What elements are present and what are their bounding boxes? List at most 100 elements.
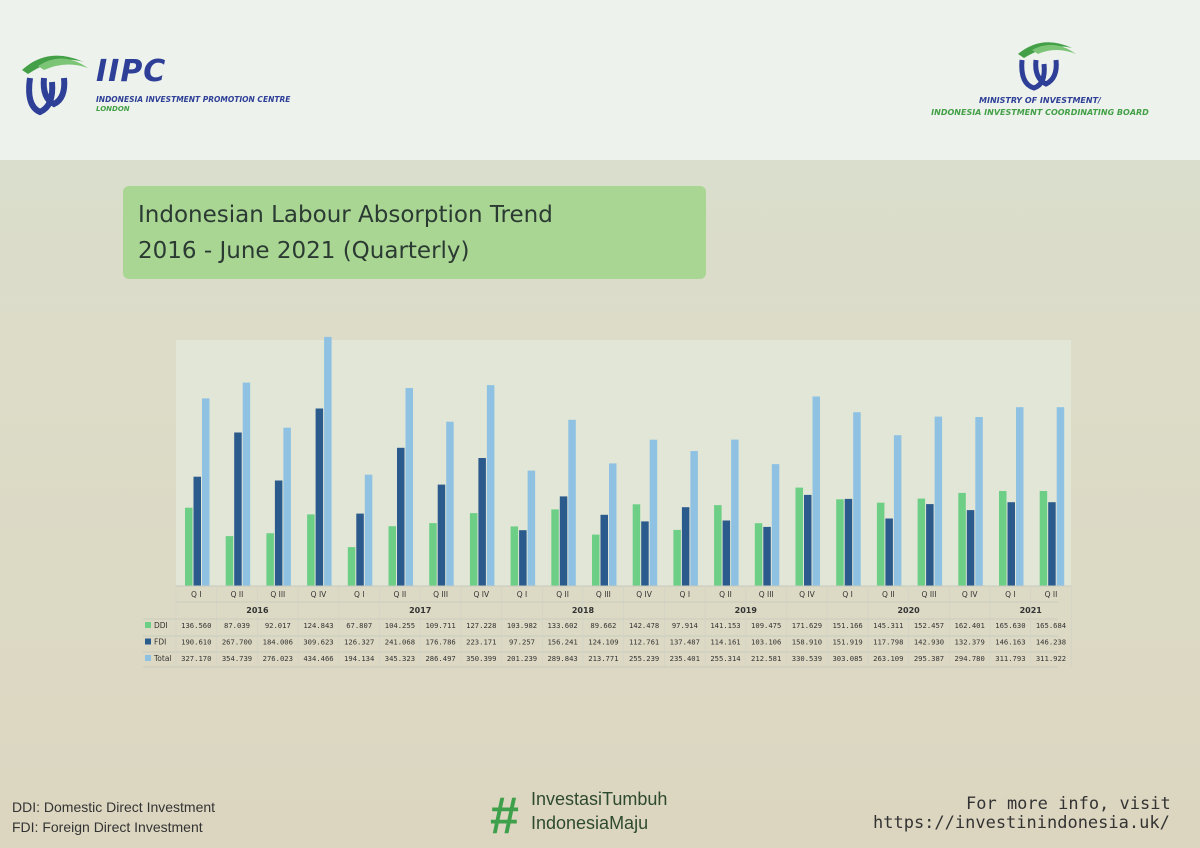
- data-label-ddi-0: 136.560: [181, 621, 211, 630]
- hashtag-line2: IndonesiaMaju: [531, 813, 649, 833]
- bar-ddi-2: [266, 533, 274, 586]
- data-label-fdi-3: 309.623: [303, 638, 333, 647]
- year-label-2021: 2021: [1020, 606, 1043, 615]
- year-label-2018: 2018: [572, 606, 595, 615]
- data-label-total-21: 311.922: [1036, 654, 1066, 663]
- x-tick-label-17: Q II: [882, 590, 895, 599]
- bar-ddi-17: [876, 502, 885, 586]
- bar-fdi-18: [926, 504, 934, 586]
- bar-fdi-13: [722, 520, 731, 586]
- bar-fdi-4: [356, 513, 364, 586]
- more-info-url[interactable]: https://investinindonesia.uk/: [873, 813, 1170, 833]
- bar-ddi-12: [673, 529, 681, 586]
- bar-total-6: [446, 421, 454, 586]
- data-label-fdi-10: 124.109: [588, 638, 618, 647]
- bar-total-12: [690, 451, 698, 586]
- data-label-total-8: 201.239: [507, 654, 537, 663]
- legend-label-fdi: FDI: [154, 638, 166, 647]
- data-label-total-2: 276.023: [263, 654, 293, 663]
- x-tick-label-9: Q II: [556, 590, 569, 599]
- year-label-2020: 2020: [897, 606, 920, 615]
- bar-total-2: [283, 427, 291, 586]
- data-label-total-0: 327.170: [181, 654, 211, 663]
- x-tick-label-14: Q III: [759, 590, 774, 599]
- x-tick-label-20: Q I: [1005, 590, 1016, 599]
- bar-total-18: [934, 416, 943, 586]
- bar-fdi-19: [966, 510, 975, 586]
- footnote-ddi: DDI: Domestic Direct Investment: [12, 799, 216, 815]
- bar-ddi-16: [836, 499, 844, 586]
- x-tick-label-7: Q IV: [473, 590, 489, 599]
- iipc-location: LONDON: [96, 105, 130, 113]
- ministry-name: MINISTRY OF INVESTMENT/: [979, 96, 1101, 105]
- data-label-ddi-16: 151.166: [832, 621, 862, 630]
- bar-fdi-16: [844, 498, 853, 586]
- bar-total-17: [893, 435, 902, 586]
- data-label-ddi-14: 109.475: [751, 621, 781, 630]
- bar-ddi-3: [307, 514, 315, 586]
- bar-fdi-10: [600, 514, 608, 586]
- bar-total-7: [486, 385, 495, 586]
- bar-fdi-20: [1007, 502, 1015, 586]
- data-label-ddi-17: 145.311: [873, 621, 903, 630]
- data-label-fdi-0: 190.610: [181, 638, 211, 647]
- data-label-ddi-13: 141.153: [710, 621, 740, 630]
- data-label-total-20: 311.793: [995, 654, 1025, 663]
- legend-swatch-fdi: [145, 638, 151, 645]
- ministry-logo: MINISTRY OF INVESTMENT/ INDONESIA INVEST…: [920, 38, 1180, 128]
- hashtag-icon: #: [490, 787, 519, 845]
- x-tick-label-11: Q IV: [636, 590, 652, 599]
- data-label-total-7: 350.399: [466, 654, 496, 663]
- bar-ddi-1: [225, 536, 234, 586]
- bar-ddi-14: [754, 523, 763, 586]
- x-tick-label-16: Q I: [842, 590, 853, 599]
- bar-fdi-14: [763, 526, 771, 586]
- x-tick-label-3: Q IV: [311, 590, 327, 599]
- bar-fdi-1: [234, 432, 242, 586]
- data-label-total-3: 434.466: [303, 654, 333, 663]
- header-band: IIPC INDONESIA INVESTMENT PROMOTION CENT…: [0, 0, 1200, 160]
- data-label-ddi-12: 97.914: [672, 621, 698, 630]
- legend-swatch-total: [145, 655, 151, 661]
- data-label-fdi-19: 132.379: [955, 638, 985, 647]
- bar-total-5: [405, 388, 413, 586]
- bar-fdi-2: [274, 480, 283, 586]
- iipc-subtitle: INDONESIA INVESTMENT PROMOTION CENTRE: [96, 95, 291, 104]
- footnote-fdi: FDI: Foreign Direct Investment: [12, 819, 203, 835]
- ministry-emblem-icon: [1018, 42, 1076, 91]
- bar-ddi-7: [469, 513, 478, 586]
- data-label-ddi-9: 133.602: [547, 621, 577, 630]
- data-label-total-12: 235.401: [670, 654, 700, 663]
- data-label-ddi-10: 89.662: [590, 621, 616, 630]
- iipc-logo: IIPC INDONESIA INVESTMENT PROMOTION CENT…: [18, 48, 290, 118]
- data-label-total-17: 263.109: [873, 654, 903, 663]
- bar-ddi-20: [999, 491, 1007, 586]
- data-label-ddi-3: 124.843: [303, 621, 333, 630]
- data-label-ddi-4: 67.807: [346, 621, 372, 630]
- bar-fdi-12: [681, 507, 690, 586]
- x-tick-label-21: Q II: [1045, 590, 1058, 599]
- bar-ddi-9: [551, 509, 559, 586]
- x-tick-label-0: Q I: [191, 590, 202, 599]
- x-tick-label-12: Q I: [680, 590, 691, 599]
- bar-total-20: [1016, 407, 1024, 586]
- data-label-total-14: 212.581: [751, 654, 781, 663]
- legend-swatch-ddi: [145, 622, 151, 628]
- bar-fdi-3: [315, 408, 324, 586]
- bar-fdi-17: [885, 518, 893, 586]
- bar-fdi-5: [397, 447, 405, 586]
- iipc-brand: IIPC: [96, 54, 167, 89]
- x-tick-label-15: Q IV: [799, 590, 815, 599]
- data-label-fdi-7: 223.171: [466, 638, 496, 647]
- bar-ddi-5: [388, 526, 396, 586]
- year-label-2016: 2016: [246, 606, 269, 615]
- bar-fdi-15: [804, 494, 812, 586]
- data-label-fdi-1: 267.700: [222, 638, 252, 647]
- x-tick-label-2: Q III: [270, 590, 285, 599]
- x-tick-label-18: Q III: [922, 590, 937, 599]
- data-label-total-10: 213.771: [588, 654, 618, 663]
- data-label-total-19: 294.780: [955, 654, 985, 663]
- data-label-fdi-4: 126.327: [344, 638, 374, 647]
- chart-title-box: Indonesian Labour Absorption Trend 2016 …: [123, 186, 706, 279]
